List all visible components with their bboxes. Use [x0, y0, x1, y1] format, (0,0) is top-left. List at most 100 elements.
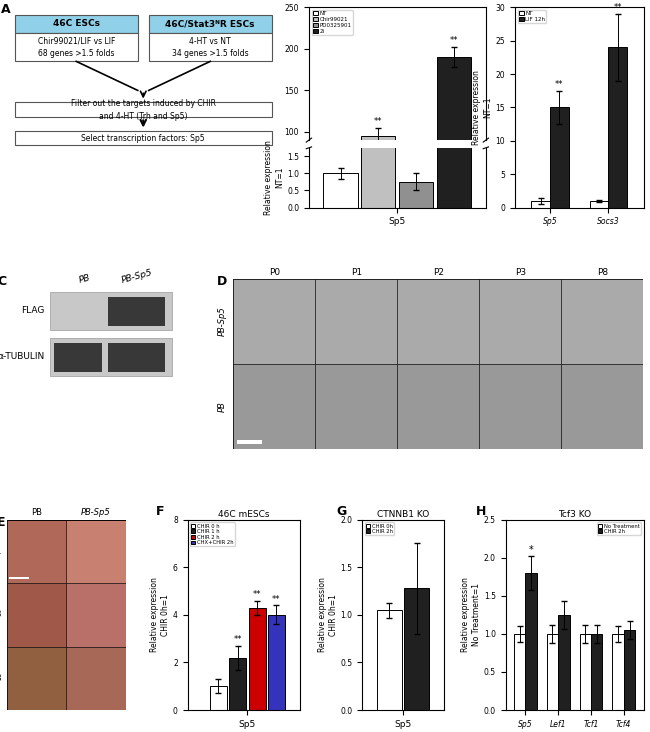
Text: PB-Sp5: PB-Sp5	[121, 269, 154, 285]
Text: Chir99021/LIF vs LIF
68 genes >1.5 folds: Chir99021/LIF vs LIF 68 genes >1.5 folds	[38, 37, 115, 58]
Legend: NT, LIF 12h: NT, LIF 12h	[517, 10, 547, 23]
Text: **: **	[450, 36, 458, 45]
Bar	[229, 658, 246, 710]
Bar	[50, 338, 172, 376]
Text: PB: PB	[78, 274, 92, 285]
Text: P8: P8	[0, 674, 2, 683]
Text: **: **	[272, 595, 281, 604]
Text: **: **	[253, 590, 261, 599]
Y-axis label: Relative expression
NT=1: Relative expression NT=1	[264, 141, 284, 215]
Bar	[404, 589, 429, 710]
Bar	[10, 577, 29, 580]
Bar	[15, 34, 138, 61]
Bar	[233, 364, 315, 449]
Bar	[608, 48, 627, 208]
Bar	[580, 634, 591, 710]
Text: G: G	[336, 504, 346, 518]
Bar	[550, 108, 569, 208]
Text: PB: PB	[218, 401, 227, 411]
Text: PB: PB	[31, 507, 42, 517]
Text: P1: P1	[351, 268, 362, 277]
Bar	[315, 279, 397, 364]
Y-axis label: Relative expression
NT=1: Relative expression NT=1	[473, 70, 493, 145]
Text: E: E	[0, 516, 5, 529]
Bar	[53, 343, 102, 372]
Title: CTNNB1 KO: CTNNB1 KO	[377, 510, 429, 519]
Bar	[397, 364, 480, 449]
Bar	[66, 520, 125, 583]
Text: Select transcription factors: Sp5: Select transcription factors: Sp5	[81, 134, 205, 143]
Text: PB-Sp5: PB-Sp5	[218, 306, 227, 336]
Bar	[149, 15, 272, 34]
Bar	[233, 279, 315, 364]
Text: **: **	[614, 3, 622, 12]
Text: **: **	[233, 635, 242, 644]
Title: 46C mESCs: 46C mESCs	[218, 510, 270, 519]
Bar	[15, 15, 138, 34]
Bar	[377, 610, 402, 710]
Bar	[437, 0, 471, 208]
Bar	[531, 201, 550, 208]
Text: D: D	[217, 275, 228, 288]
Bar	[514, 634, 525, 710]
Bar	[437, 57, 471, 214]
Bar	[6, 520, 66, 583]
Bar	[268, 615, 285, 710]
Bar	[248, 608, 266, 710]
Y-axis label: Relative expression
CHIR 0h=1: Relative expression CHIR 0h=1	[150, 578, 170, 652]
Bar	[50, 292, 172, 329]
Legend: CHIR 0 h, CHIR 1 h, CHIR 2 h, CHX+CHIR 2h: CHIR 0 h, CHIR 1 h, CHIR 2 h, CHX+CHIR 2…	[190, 523, 235, 547]
Text: P8: P8	[597, 268, 608, 277]
Bar	[108, 343, 165, 372]
Bar	[361, 136, 395, 214]
Text: H: H	[475, 504, 486, 518]
Bar	[591, 634, 603, 710]
Text: 46C/Stat3ᴺR ESCs: 46C/Stat3ᴺR ESCs	[166, 19, 255, 28]
Y-axis label: Relative expression
No Treatment=1: Relative expression No Treatment=1	[461, 578, 481, 652]
Bar	[66, 646, 125, 710]
Text: Filter out the targets induced by CHIR
and 4-HT (Trh and Sp5): Filter out the targets induced by CHIR a…	[71, 100, 216, 121]
Legend: NT, Chir99021, PD0325901, 2i: NT, Chir99021, PD0325901, 2i	[312, 10, 352, 35]
Bar	[324, 173, 358, 208]
Bar	[361, 0, 395, 208]
Text: P3: P3	[0, 610, 2, 619]
Text: P3: P3	[515, 268, 526, 277]
Bar	[562, 364, 644, 449]
Text: P1: P1	[0, 547, 2, 556]
Y-axis label: Relative expression
CHIR 0h=1: Relative expression CHIR 0h=1	[318, 578, 337, 652]
Text: *: *	[528, 545, 534, 555]
Bar	[237, 440, 262, 444]
Bar	[6, 583, 66, 646]
Bar	[562, 279, 644, 364]
Bar	[210, 687, 227, 710]
Bar	[525, 573, 537, 710]
Text: A: A	[1, 4, 10, 16]
Bar	[590, 201, 608, 208]
Bar	[15, 102, 272, 117]
Text: C: C	[0, 275, 7, 288]
Bar	[480, 279, 562, 364]
Bar	[315, 364, 397, 449]
Text: **: **	[374, 116, 383, 125]
Text: PB-Sp5: PB-Sp5	[81, 507, 110, 517]
Bar	[66, 583, 125, 646]
Bar	[624, 630, 635, 710]
Text: F: F	[156, 504, 164, 518]
Legend: No Treatment, CHIR 2h: No Treatment, CHIR 2h	[597, 523, 641, 535]
Text: P0: P0	[269, 268, 280, 277]
Text: FLAG: FLAG	[21, 307, 45, 315]
Legend: CHIR 0h, CHIR 2h: CHIR 0h, CHIR 2h	[365, 523, 394, 535]
Bar	[397, 279, 480, 364]
Bar	[399, 182, 434, 208]
Bar	[149, 34, 272, 61]
Text: 46C ESCs: 46C ESCs	[53, 19, 99, 28]
Bar	[15, 132, 272, 146]
Bar	[108, 297, 165, 326]
Bar	[6, 646, 66, 710]
Text: 4-HT vs NT
34 genes >1.5 folds: 4-HT vs NT 34 genes >1.5 folds	[172, 37, 248, 58]
Bar	[558, 615, 569, 710]
Text: **: **	[555, 80, 564, 89]
Bar	[547, 634, 558, 710]
Text: P2: P2	[433, 268, 444, 277]
Bar	[612, 634, 624, 710]
